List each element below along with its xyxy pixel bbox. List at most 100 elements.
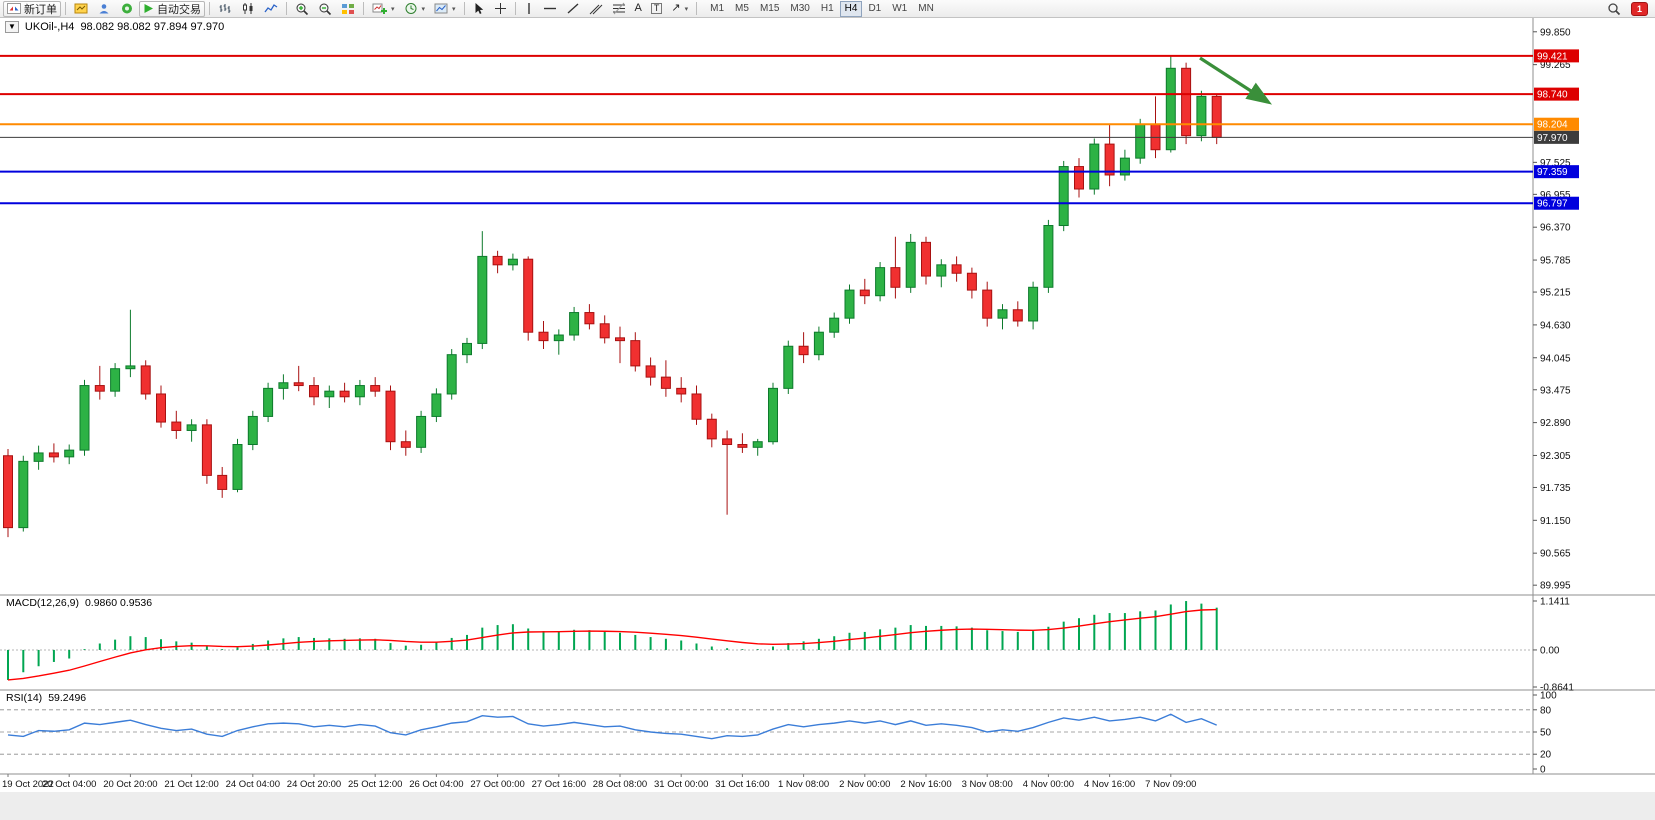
price-axis[interactable]: 99.850 99.265 97.525 96.955 96.370 95.785 95.2… — [1533, 27, 1571, 592]
candlestick-chart-button[interactable] — [237, 1, 259, 17]
svg-text:25 Oct 12:00: 25 Oct 12:00 — [348, 779, 402, 790]
svg-text:31 Oct 00:00: 31 Oct 00:00 — [654, 779, 708, 790]
tile-windows-button[interactable] — [337, 1, 359, 17]
trendline-icon — [567, 3, 579, 14]
arrows-button[interactable]: ↗ ▾ — [667, 1, 692, 17]
templates-button[interactable]: ▾ — [430, 1, 460, 17]
timeframe-button-h1[interactable]: H1 — [816, 1, 839, 17]
auto-trading-label: 自动交易 — [157, 3, 201, 16]
new-order-button[interactable]: 新订单 — [3, 0, 61, 17]
price-tag-99.421 — [1534, 49, 1579, 63]
timeframe-button-m15[interactable]: M15 — [755, 1, 784, 17]
svg-text:94.630: 94.630 — [1540, 320, 1571, 331]
svg-text:3 Nov 08:00: 3 Nov 08:00 — [962, 779, 1013, 790]
svg-text:99.265: 99.265 — [1540, 60, 1571, 71]
accounts-button[interactable] — [93, 1, 115, 17]
svg-text:28 Oct 08:00: 28 Oct 08:00 — [593, 779, 647, 790]
window-bottom-strip — [0, 792, 1655, 820]
candlestick-icon — [243, 3, 253, 14]
svg-text:20: 20 — [1540, 750, 1552, 761]
svg-text:98.204: 98.204 — [1537, 120, 1568, 131]
rsi-line — [7, 713, 1217, 740]
svg-text:100: 100 — [1540, 691, 1557, 702]
timeframe-button-w1[interactable]: W1 — [887, 1, 912, 17]
zoom-in-button[interactable] — [291, 1, 313, 17]
trendline-button[interactable] — [562, 1, 584, 17]
timeframe-button-m5[interactable]: M5 — [730, 1, 754, 17]
timeframe-button-mn[interactable]: MN — [913, 1, 939, 17]
one-click-trading-toggle[interactable]: ▼ — [5, 21, 19, 33]
play-icon — [144, 4, 153, 13]
svg-text:99.850: 99.850 — [1540, 27, 1571, 38]
svg-text:-0.8641: -0.8641 — [1540, 683, 1574, 694]
crosshair-icon — [494, 3, 506, 14]
toolbar-separator — [463, 2, 465, 15]
svg-text:50: 50 — [1540, 728, 1552, 739]
svg-text:2 Nov 00:00: 2 Nov 00:00 — [839, 779, 890, 790]
candles-group[interactable] — [3, 55, 1222, 538]
text-icon: A — [634, 2, 642, 14]
arrow-tool-icon: ↗ — [671, 2, 681, 14]
search-button[interactable] — [1603, 1, 1625, 17]
zoom-out-button[interactable] — [314, 1, 336, 17]
toolbar-separator — [65, 2, 66, 15]
fibonacci-button[interactable] — [608, 1, 630, 17]
text-button[interactable]: A — [631, 1, 646, 17]
rsi-name: RSI(14) — [6, 692, 43, 704]
search-icon — [1608, 2, 1621, 15]
svg-text:26 Oct 04:00: 26 Oct 04:00 — [409, 779, 463, 790]
label-button[interactable]: T — [647, 1, 667, 17]
ohlc-values: 98.082 98.082 97.894 97.970 — [80, 21, 225, 33]
line-chart-button[interactable] — [260, 1, 282, 17]
svg-text:21 Oct 12:00: 21 Oct 12:00 — [164, 779, 218, 790]
svg-text:31 Oct 16:00: 31 Oct 16:00 — [715, 779, 769, 790]
bar-chart-button[interactable] — [214, 1, 236, 17]
macd-values: 0.9860 0.9536 — [84, 597, 153, 609]
svg-text:99.421: 99.421 — [1537, 51, 1568, 62]
chevron-down-icon: ▾ — [421, 5, 426, 13]
person-icon — [99, 4, 109, 14]
svg-text:20 Oct 20:00: 20 Oct 20:00 — [103, 779, 157, 790]
svg-text:27 Oct 00:00: 27 Oct 00:00 — [470, 779, 524, 790]
svg-text:1.1411: 1.1411 — [1540, 597, 1570, 608]
macd-name: MACD(12,26,9) — [6, 597, 79, 609]
top-toolbar: 新订单 自动交易 ▾ ▾ ▾ — [0, 0, 1655, 18]
periods-button[interactable]: ▾ — [400, 1, 430, 17]
timeframe-button-d1[interactable]: D1 — [863, 1, 886, 17]
price-tag-96.797 — [1534, 196, 1579, 210]
svg-text:20 Oct 04:00: 20 Oct 04:00 — [42, 779, 96, 790]
symbol-period-label: UKOil-,H4 — [24, 21, 75, 33]
market-watch-button[interactable] — [70, 1, 92, 17]
svg-text:96.370: 96.370 — [1540, 223, 1571, 234]
rsi-value: 59.2496 — [48, 692, 87, 704]
horizontal-line-icon — [543, 7, 556, 10]
crosshair-button[interactable] — [490, 1, 511, 17]
chevron-down-icon: ▾ — [391, 5, 395, 13]
tile-windows-icon — [342, 4, 354, 14]
channel-button[interactable] — [585, 1, 607, 17]
timeframe-button-m1[interactable]: M1 — [705, 1, 729, 17]
gold-chart-icon — [74, 3, 88, 14]
chart-canvas[interactable]: 99.850 99.265 97.525 96.955 96.370 95.785 95.2… — [0, 18, 1655, 820]
template-chart-icon — [434, 3, 448, 14]
toolbar-separator — [209, 2, 210, 15]
bar-chart-icon — [219, 4, 231, 13]
notifications-badge[interactable]: 1 — [1630, 1, 1648, 16]
zoom-in-icon — [296, 3, 309, 15]
trend-arrow-annotation[interactable] — [1199, 56, 1273, 105]
svg-text:0: 0 — [1540, 765, 1546, 776]
timeframe-button-h4[interactable]: H4 — [839, 0, 863, 17]
label-icon: T — [650, 3, 663, 14]
vertical-line-button[interactable] — [520, 1, 538, 17]
new-order-icon — [7, 3, 21, 14]
timeframe-button-m30[interactable]: M30 — [785, 1, 814, 17]
community-button[interactable] — [116, 1, 138, 17]
svg-text:4 Nov 16:00: 4 Nov 16:00 — [1084, 779, 1135, 790]
svg-text:97.359: 97.359 — [1537, 167, 1568, 178]
svg-text:90.565: 90.565 — [1540, 549, 1571, 560]
auto-trading-button[interactable]: 自动交易 — [139, 0, 205, 17]
cursor-button[interactable] — [469, 1, 489, 17]
horizontal-line-button[interactable] — [539, 1, 561, 17]
indicators-button[interactable]: ▾ — [368, 1, 399, 17]
